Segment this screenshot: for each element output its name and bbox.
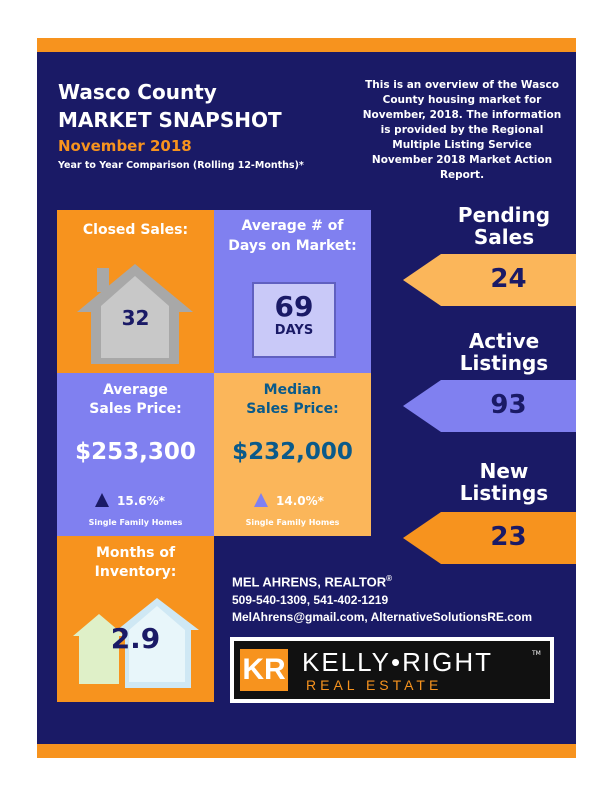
logo-mark: KR [240, 649, 288, 691]
tile-average-price: Average Sales Price: $253,300 15.6%* Sin… [57, 373, 214, 536]
moi-value: 2.9 [110, 622, 161, 655]
registered-mark: ® [386, 574, 392, 583]
moi-label-line1: Months of [95, 545, 176, 561]
new-value: 23 [490, 522, 527, 552]
active-label-line1: Active [468, 329, 540, 353]
median-label-line1: Median [263, 382, 322, 398]
median-price-value: $232,000 [232, 439, 353, 465]
new-label-line2: Listings [459, 481, 549, 505]
arrow-banner [403, 380, 576, 432]
active-label-line2: Listings [459, 351, 549, 375]
triangle-up-icon [254, 493, 268, 507]
calendar-box: 69 DAYS [252, 282, 336, 358]
pending-label-line1: Pending [457, 203, 551, 227]
avg-price-change: 15.6%* [117, 494, 165, 508]
report-date: November 2018 [58, 137, 192, 155]
dom-label-line1: Average # of [241, 218, 344, 234]
logo-box: KR KELLY•RIGHT TM REAL ESTATE [234, 641, 550, 699]
logo-trademark: TM [532, 650, 541, 657]
overview-text: This is an overview of the Wasco County … [362, 79, 562, 181]
closed-sales-value: 32 [121, 306, 150, 330]
bottom-orange-bar [37, 744, 576, 758]
median-label-line2: Sales Price: [246, 401, 339, 417]
agent-name: MEL AHRENS, REALTOR® [232, 574, 392, 589]
avg-price-value: $253,300 [75, 439, 196, 465]
median-price-change: 14.0%* [276, 494, 324, 508]
avg-price-note: Single Family Homes [88, 518, 183, 527]
title-line2: MARKET SNAPSHOT [58, 108, 282, 132]
agent-name-text: MEL AHRENS, REALTOR [232, 574, 387, 590]
moi-label-line2: Inventory: [94, 564, 177, 580]
arrow-banner [403, 254, 576, 306]
active-value: 93 [490, 390, 527, 420]
tile-median-price: Median Sales Price: $232,000 14.0%* Sing… [214, 373, 371, 536]
logo-subtitle: REAL ESTATE [306, 677, 443, 693]
dom-unit: DAYS [274, 323, 314, 338]
agent-phones: 509-540-1309, 541-402-1219 [232, 593, 389, 607]
new-label-line1: New [479, 459, 529, 483]
top-orange-bar [37, 38, 576, 52]
dom-value: 69 [274, 290, 314, 323]
comparison-note: Year to Year Comparison (Rolling 12-Mont… [58, 160, 304, 171]
title-line1: Wasco County [58, 80, 217, 104]
agent-contact: MelAhrens@gmail.com, AlternativeSolution… [232, 610, 532, 624]
arrow-banner [403, 512, 576, 564]
avg-label-line2: Sales Price: [89, 401, 182, 417]
tile-days-on-market: Average # of Days on Market: 69 DAYS [214, 210, 371, 373]
closed-sales-label: Closed Sales: [82, 222, 189, 238]
pending-label-line2: Sales [473, 225, 535, 249]
triangle-up-icon [95, 493, 109, 507]
logo-name: KELLY•RIGHT [302, 647, 493, 677]
logo-frame: KR KELLY•RIGHT TM REAL ESTATE [230, 637, 554, 703]
house-icon [77, 264, 193, 364]
median-price-note: Single Family Homes [245, 518, 340, 527]
dom-label-line2: Days on Market: [228, 238, 357, 254]
pending-value: 24 [490, 264, 527, 294]
houses-icon [73, 598, 199, 688]
tile-months-inventory: Months of Inventory: 2.9 [57, 536, 214, 702]
tile-closed-sales: Closed Sales: 32 [57, 210, 214, 373]
avg-label-line1: Average [103, 382, 168, 398]
